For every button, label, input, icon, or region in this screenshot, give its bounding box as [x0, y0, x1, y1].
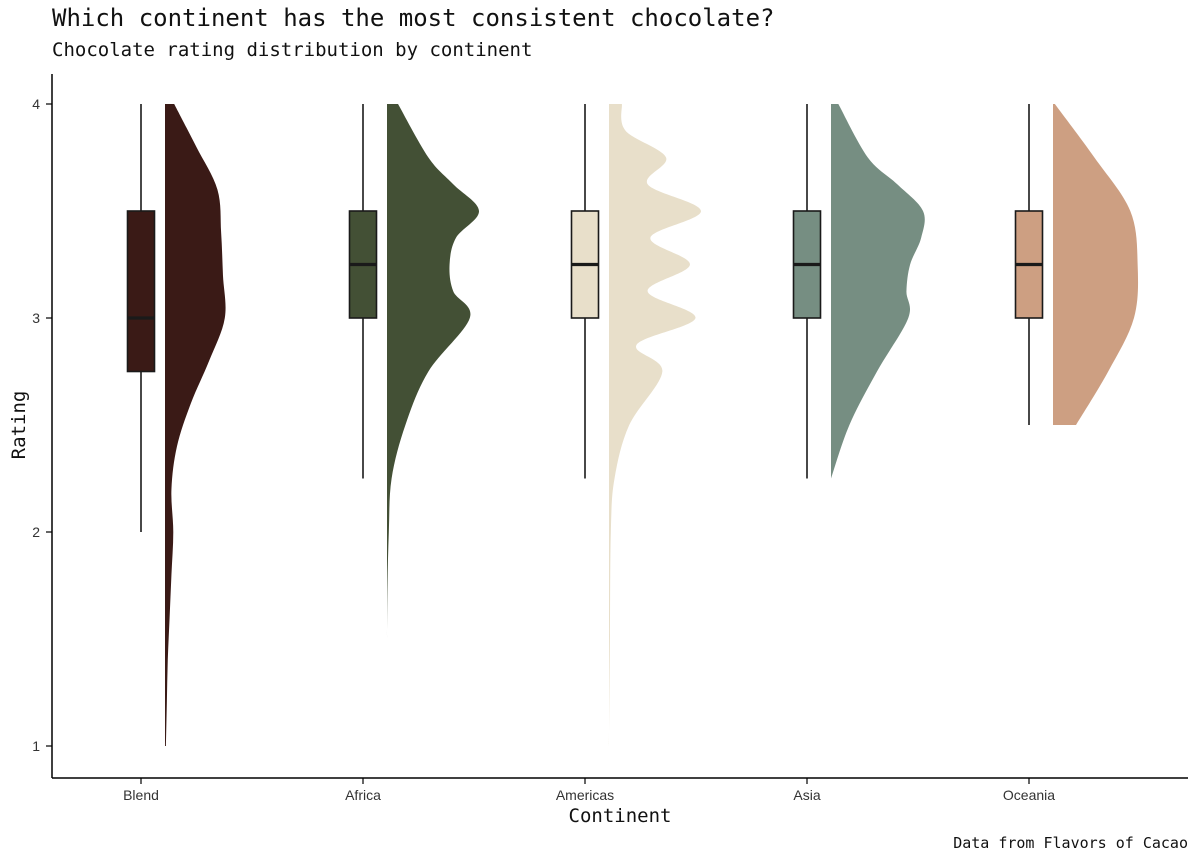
density-oceania [1053, 104, 1139, 425]
cloud-group-blend [126, 104, 226, 746]
chart-title: Which continent has the most consistent … [52, 4, 775, 32]
density-africa [387, 104, 480, 639]
y-tick-label: 3 [32, 310, 40, 326]
chart-caption: Data from Flavors of Cacao [953, 834, 1188, 852]
plot-layer [126, 104, 1139, 746]
x-tick-label: Asia [793, 787, 820, 803]
x-tick-label: Americas [556, 787, 614, 803]
y-tick-label: 1 [32, 738, 40, 754]
x-ticks: Blend Africa Americas Asia Oceania [123, 778, 1055, 803]
box-blend [126, 210, 156, 373]
chart-subtitle: Chocolate rating distribution by contine… [52, 39, 533, 61]
density-blend [165, 104, 226, 746]
y-tick-label: 4 [32, 96, 40, 112]
density-americas [609, 104, 702, 746]
density-asia [831, 104, 925, 479]
y-ticks: 1 2 3 4 [32, 96, 52, 754]
x-tick-label: Africa [345, 787, 381, 803]
y-tick-label: 2 [32, 524, 40, 540]
x-tick-label: Oceania [1003, 787, 1055, 803]
cloud-group-asia [792, 104, 925, 479]
x-tick-label: Blend [123, 787, 159, 803]
y-axis-title: Rating [8, 391, 30, 460]
cloud-group-americas [570, 104, 702, 746]
x-axis-title: Continent [569, 805, 672, 827]
cloud-group-africa [348, 104, 480, 639]
cloud-group-oceania [1014, 104, 1139, 425]
